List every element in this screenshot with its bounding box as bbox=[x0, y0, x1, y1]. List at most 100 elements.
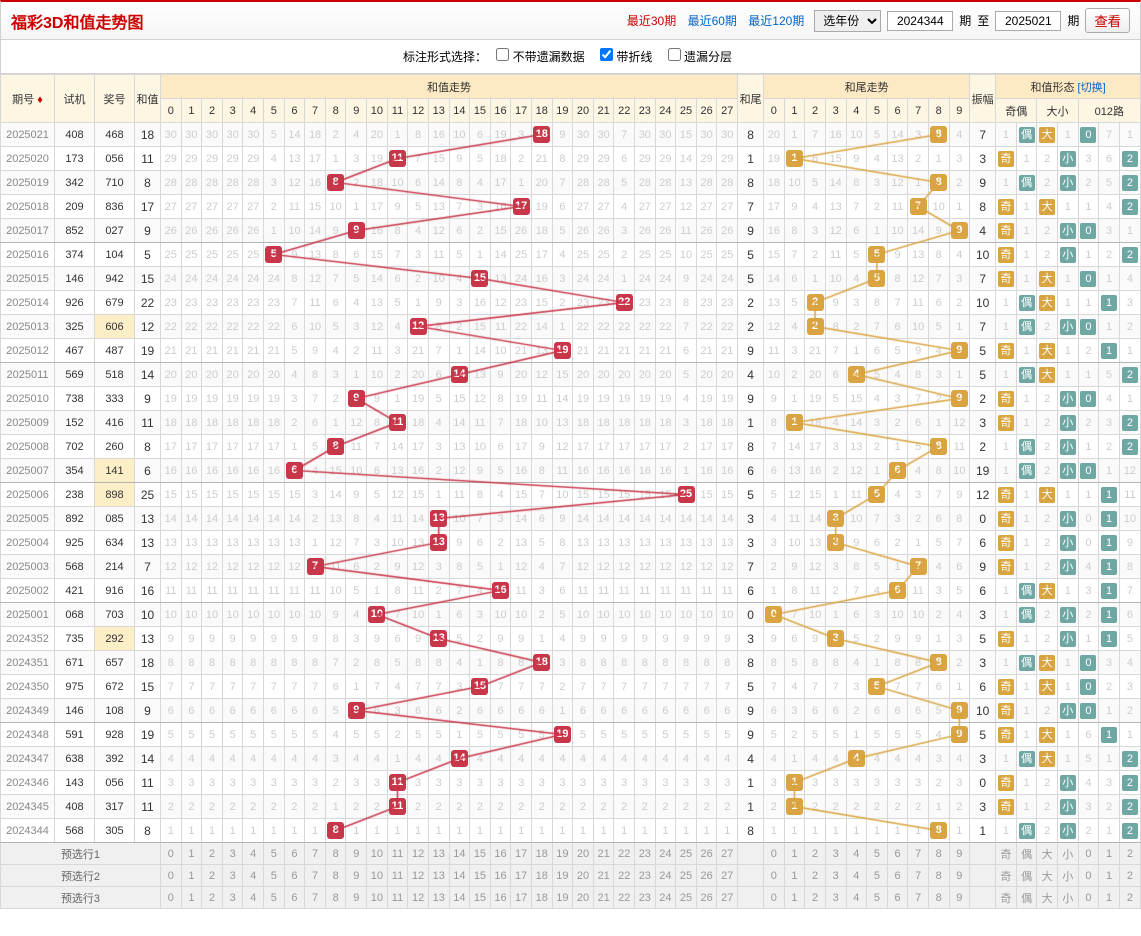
presel-hw[interactable]: 5 bbox=[867, 887, 888, 909]
presel-form[interactable]: 小 bbox=[1057, 843, 1078, 865]
presel-hz[interactable]: 2 bbox=[202, 843, 223, 865]
presel-hz[interactable]: 3 bbox=[222, 865, 243, 887]
opt-nomiss[interactable]: 不带遗漏数据 bbox=[496, 50, 584, 64]
presel-hz[interactable]: 19 bbox=[552, 887, 573, 909]
presel-hw[interactable]: 0 bbox=[764, 887, 785, 909]
preselect-row[interactable]: 预选行1012345678910111213141516171819202122… bbox=[1, 843, 1141, 865]
presel-form[interactable]: 2 bbox=[1119, 865, 1140, 887]
presel-form[interactable]: 大 bbox=[1037, 887, 1058, 909]
presel-form[interactable]: 2 bbox=[1119, 843, 1140, 865]
presel-hw[interactable]: 4 bbox=[846, 865, 867, 887]
presel-hz[interactable]: 26 bbox=[696, 887, 717, 909]
presel-hw[interactable]: 5 bbox=[867, 843, 888, 865]
presel-hz[interactable]: 8 bbox=[325, 887, 346, 909]
presel-hw[interactable]: 7 bbox=[908, 887, 929, 909]
presel-hz[interactable]: 7 bbox=[305, 865, 326, 887]
presel-hz[interactable]: 1 bbox=[181, 865, 202, 887]
presel-hz[interactable]: 9 bbox=[346, 865, 367, 887]
presel-hz[interactable]: 2 bbox=[202, 865, 223, 887]
presel-hz[interactable]: 26 bbox=[696, 843, 717, 865]
presel-hz[interactable]: 16 bbox=[490, 887, 511, 909]
presel-hz[interactable]: 9 bbox=[346, 843, 367, 865]
presel-hw[interactable]: 7 bbox=[908, 843, 929, 865]
presel-hz[interactable]: 23 bbox=[635, 843, 656, 865]
presel-form[interactable]: 奇 bbox=[996, 843, 1017, 865]
presel-hz[interactable]: 6 bbox=[284, 887, 305, 909]
presel-hz[interactable]: 24 bbox=[655, 887, 676, 909]
presel-form[interactable]: 1 bbox=[1099, 865, 1120, 887]
presel-hw[interactable]: 2 bbox=[805, 843, 826, 865]
presel-hw[interactable]: 9 bbox=[949, 865, 970, 887]
th-period[interactable]: 期号 ♦ bbox=[1, 75, 55, 123]
presel-form[interactable]: 奇 bbox=[996, 865, 1017, 887]
presel-hz[interactable]: 12 bbox=[408, 887, 429, 909]
presel-hz[interactable]: 12 bbox=[408, 843, 429, 865]
presel-hz[interactable]: 18 bbox=[531, 887, 552, 909]
presel-hz[interactable]: 21 bbox=[593, 887, 614, 909]
presel-hw[interactable]: 8 bbox=[928, 865, 949, 887]
presel-hz[interactable]: 15 bbox=[470, 887, 491, 909]
presel-hz[interactable]: 15 bbox=[470, 843, 491, 865]
from-period-input[interactable] bbox=[887, 11, 953, 31]
presel-hz[interactable]: 0 bbox=[161, 865, 182, 887]
to-period-input[interactable] bbox=[995, 11, 1061, 31]
presel-hz[interactable]: 10 bbox=[367, 843, 388, 865]
year-select[interactable]: 选年份 bbox=[814, 10, 881, 32]
presel-hz[interactable]: 4 bbox=[243, 887, 264, 909]
presel-form[interactable]: 奇 bbox=[996, 887, 1017, 909]
presel-hz[interactable]: 20 bbox=[573, 843, 594, 865]
presel-hz[interactable]: 17 bbox=[511, 887, 532, 909]
presel-hz[interactable]: 19 bbox=[552, 865, 573, 887]
presel-form[interactable]: 1 bbox=[1099, 887, 1120, 909]
presel-hz[interactable]: 5 bbox=[264, 843, 285, 865]
presel-hz[interactable]: 0 bbox=[161, 843, 182, 865]
presel-form[interactable]: 偶 bbox=[1016, 865, 1037, 887]
presel-form[interactable]: 小 bbox=[1057, 887, 1078, 909]
presel-form[interactable]: 0 bbox=[1078, 887, 1099, 909]
presel-hz[interactable]: 19 bbox=[552, 843, 573, 865]
presel-hz[interactable]: 27 bbox=[717, 887, 738, 909]
presel-hz[interactable]: 10 bbox=[367, 887, 388, 909]
presel-hz[interactable]: 11 bbox=[387, 865, 408, 887]
presel-hz[interactable]: 25 bbox=[676, 843, 697, 865]
presel-hz[interactable]: 4 bbox=[243, 843, 264, 865]
presel-hz[interactable]: 11 bbox=[387, 843, 408, 865]
presel-hw[interactable]: 6 bbox=[887, 843, 908, 865]
presel-hz[interactable]: 27 bbox=[717, 865, 738, 887]
presel-hw[interactable]: 0 bbox=[764, 865, 785, 887]
presel-hw[interactable]: 9 bbox=[949, 843, 970, 865]
presel-hz[interactable]: 10 bbox=[367, 865, 388, 887]
presel-hw[interactable]: 4 bbox=[846, 843, 867, 865]
presel-hz[interactable]: 12 bbox=[408, 865, 429, 887]
presel-hz[interactable]: 25 bbox=[676, 865, 697, 887]
presel-hw[interactable]: 3 bbox=[825, 887, 846, 909]
presel-form[interactable]: 0 bbox=[1078, 843, 1099, 865]
presel-hz[interactable]: 23 bbox=[635, 887, 656, 909]
presel-hw[interactable]: 1 bbox=[784, 865, 805, 887]
presel-hz[interactable]: 17 bbox=[511, 865, 532, 887]
presel-form[interactable]: 小 bbox=[1057, 865, 1078, 887]
presel-hz[interactable]: 7 bbox=[305, 843, 326, 865]
presel-hz[interactable]: 3 bbox=[222, 887, 243, 909]
presel-hz[interactable]: 22 bbox=[614, 887, 635, 909]
presel-hz[interactable]: 25 bbox=[676, 887, 697, 909]
presel-hz[interactable]: 27 bbox=[717, 843, 738, 865]
presel-hz[interactable]: 0 bbox=[161, 887, 182, 909]
presel-hz[interactable]: 14 bbox=[449, 865, 470, 887]
presel-form[interactable]: 偶 bbox=[1016, 887, 1037, 909]
switch-link[interactable]: [切换] bbox=[1078, 82, 1106, 94]
presel-hz[interactable]: 7 bbox=[305, 887, 326, 909]
presel-hz[interactable]: 13 bbox=[428, 887, 449, 909]
presel-hz[interactable]: 17 bbox=[511, 843, 532, 865]
presel-hz[interactable]: 11 bbox=[387, 887, 408, 909]
presel-hz[interactable]: 13 bbox=[428, 865, 449, 887]
presel-hz[interactable]: 5 bbox=[264, 887, 285, 909]
presel-hz[interactable]: 5 bbox=[264, 865, 285, 887]
presel-hz[interactable]: 9 bbox=[346, 887, 367, 909]
presel-hz[interactable]: 16 bbox=[490, 843, 511, 865]
presel-hz[interactable]: 20 bbox=[573, 865, 594, 887]
opt-layer[interactable]: 遗漏分层 bbox=[668, 50, 732, 64]
presel-hz[interactable]: 16 bbox=[490, 865, 511, 887]
presel-hz[interactable]: 24 bbox=[655, 843, 676, 865]
presel-hz[interactable]: 21 bbox=[593, 865, 614, 887]
